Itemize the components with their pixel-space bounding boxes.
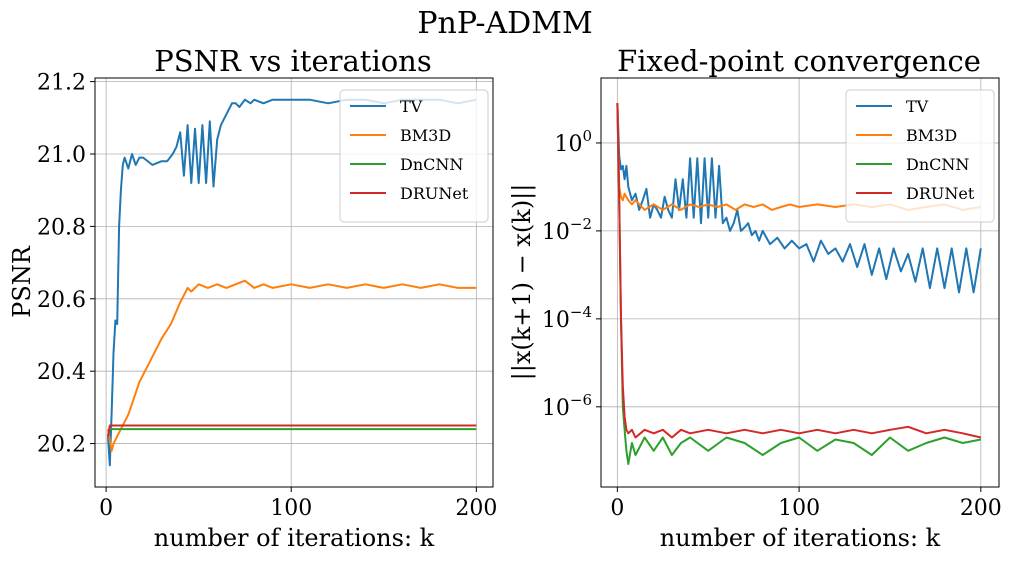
- psnr-series-dncnn: [107, 428, 477, 437]
- psnr-x-tick-label: 100: [270, 496, 312, 521]
- convergence-axis-ticks: 0 100 200 10−6 10−4 10−2 100: [542, 127, 1002, 521]
- psnr-axis-ticks: 0 100 200 20.2 20.4 20.6 20.8 21.0 21.2: [37, 71, 497, 521]
- convergence-y-tick-label: 100: [554, 127, 592, 157]
- psnr-legend-label-tv: TV: [400, 97, 423, 116]
- psnr-plot-frame: [94, 77, 494, 488]
- convergence-x-tick-label: 100: [778, 496, 820, 521]
- psnr-x-axis-label: number of iterations: k: [154, 524, 435, 552]
- psnr-legend: TV BM3D DnCNN DRUNet: [339, 89, 489, 223]
- psnr-y-tick-label: 21.0: [37, 143, 86, 168]
- convergence-legend-label-tv: TV: [906, 97, 929, 116]
- psnr-series-group: [107, 98, 477, 467]
- convergence-legend-label-drunet: DRUNet: [906, 184, 975, 203]
- convergence-y-axis-label: ||x(k+1) − x(k)||: [508, 184, 537, 381]
- convergence-legend-box: [845, 89, 995, 223]
- psnr-legend-box: [339, 89, 489, 223]
- convergence-panel-title: Fixed-point convergence: [617, 44, 981, 78]
- psnr-y-tick-label: 20.6: [37, 288, 86, 313]
- psnr-x-tick-label: 0: [99, 496, 113, 521]
- psnr-series-bm3d: [107, 279, 477, 452]
- psnr-legend-label-dncnn: DnCNN: [400, 155, 463, 174]
- psnr-y-tick-label: 21.2: [37, 71, 86, 96]
- convergence-series-dncnn: [616, 103, 981, 465]
- convergence-x-axis-label: number of iterations: k: [660, 524, 941, 552]
- psnr-panel-title: PSNR vs iterations: [154, 44, 431, 78]
- figure-suptitle: PnP-ADMM: [417, 6, 592, 41]
- psnr-y-tick-label: 20.8: [37, 215, 86, 240]
- convergence-legend-label-dncnn: DnCNN: [906, 155, 969, 174]
- psnr-panel: PSNR vs iterations 0 100 200 20.2 20.4 20.6 20…: [8, 44, 497, 552]
- convergence-y-tick-label: 10−6: [542, 391, 592, 421]
- convergence-panel: Fixed-point convergence 0 100 200 10−6 10−4 1…: [508, 44, 1002, 552]
- psnr-legend-label-drunet: DRUNet: [400, 184, 469, 203]
- psnr-y-tick-label: 20.2: [37, 433, 86, 458]
- psnr-series-tv: [107, 98, 477, 467]
- convergence-legend: TV BM3D DnCNN DRUNet: [845, 89, 995, 223]
- psnr-legend-label-bm3d: BM3D: [400, 126, 451, 145]
- convergence-legend-label-bm3d: BM3D: [906, 126, 957, 145]
- psnr-y-tick-label: 20.4: [37, 360, 86, 385]
- convergence-series-tv: [616, 103, 982, 294]
- convergence-y-tick-label: 10−4: [542, 303, 592, 333]
- convergence-x-tick-label: 200: [960, 496, 1002, 521]
- convergence-series-drunet: [616, 103, 982, 439]
- psnr-series-drunet: [107, 424, 477, 437]
- convergence-x-tick-label: 0: [610, 496, 624, 521]
- psnr-x-tick-label: 200: [455, 496, 497, 521]
- psnr-y-axis-label: PSNR: [8, 245, 36, 318]
- convergence-y-tick-label: 10−2: [542, 215, 592, 245]
- convergence-plot-frame: [600, 77, 1000, 488]
